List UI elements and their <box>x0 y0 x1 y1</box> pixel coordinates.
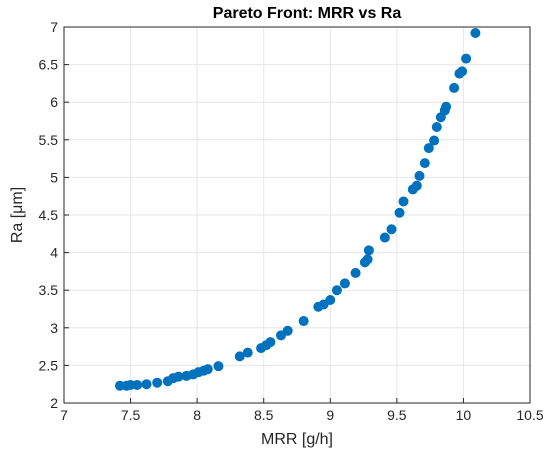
y-tick-label: 2.5 <box>39 357 59 373</box>
y-tick-label: 4.5 <box>39 207 59 223</box>
x-tick-labels: 7 7.5 8 8.5 9 9.5 10 10.5 <box>60 407 544 423</box>
data-point <box>202 364 213 375</box>
data-point <box>449 82 460 93</box>
data-point <box>325 294 336 305</box>
data-point <box>394 207 405 218</box>
y-tick-label: 5 <box>50 169 58 185</box>
data-point <box>173 371 184 382</box>
data-point <box>441 101 452 112</box>
data-points <box>114 28 481 391</box>
x-tick-label: 7.5 <box>121 407 141 423</box>
x-axis-label: MRR [g/h] <box>261 431 333 448</box>
x-tick-label: 10 <box>456 407 472 423</box>
data-point <box>331 285 342 296</box>
y-tick-label: 6.5 <box>39 57 59 73</box>
data-point <box>398 196 409 207</box>
y-tick-labels: 2 2.5 3 3.5 4 4.5 5 5.5 6 6.5 7 <box>39 19 59 411</box>
x-tick-label: 8.5 <box>254 407 274 423</box>
x-tick-label: 9 <box>326 407 334 423</box>
y-tick-label: 7 <box>50 19 58 35</box>
data-point <box>339 278 350 289</box>
chart-title: Pareto Front: MRR vs Ra <box>213 5 402 22</box>
data-point <box>282 325 293 336</box>
data-point <box>298 316 309 327</box>
data-point <box>429 135 440 146</box>
data-point <box>457 66 468 77</box>
data-point <box>242 347 253 358</box>
data-point <box>132 379 143 390</box>
y-tick-label: 2 <box>50 395 58 411</box>
y-tick-label: 4 <box>50 245 58 261</box>
data-point <box>431 122 442 133</box>
y-tick-label: 3 <box>50 320 58 336</box>
data-point <box>379 232 390 243</box>
data-point <box>213 361 224 372</box>
x-tick-label: 7 <box>60 407 68 423</box>
axis-ticks <box>63 26 531 404</box>
data-point <box>141 379 152 390</box>
y-axis-label: Ra [μm] <box>9 187 26 243</box>
x-tick-label: 9.5 <box>387 407 407 423</box>
data-point <box>386 224 397 235</box>
data-point <box>461 53 472 64</box>
data-point <box>423 143 434 154</box>
x-tick-label: 10.5 <box>516 407 543 423</box>
y-tick-label: 3.5 <box>39 282 59 298</box>
y-tick-label: 5.5 <box>39 132 59 148</box>
data-point <box>265 337 276 348</box>
y-tick-label: 6 <box>50 94 58 110</box>
data-point <box>350 267 361 278</box>
data-point <box>152 377 163 388</box>
data-point <box>414 170 425 181</box>
data-point <box>470 28 481 39</box>
data-point <box>234 351 245 362</box>
x-tick-label: 8 <box>193 407 201 423</box>
data-point <box>363 245 374 256</box>
data-point <box>419 158 430 169</box>
data-point <box>411 180 422 191</box>
data-point <box>362 254 373 265</box>
